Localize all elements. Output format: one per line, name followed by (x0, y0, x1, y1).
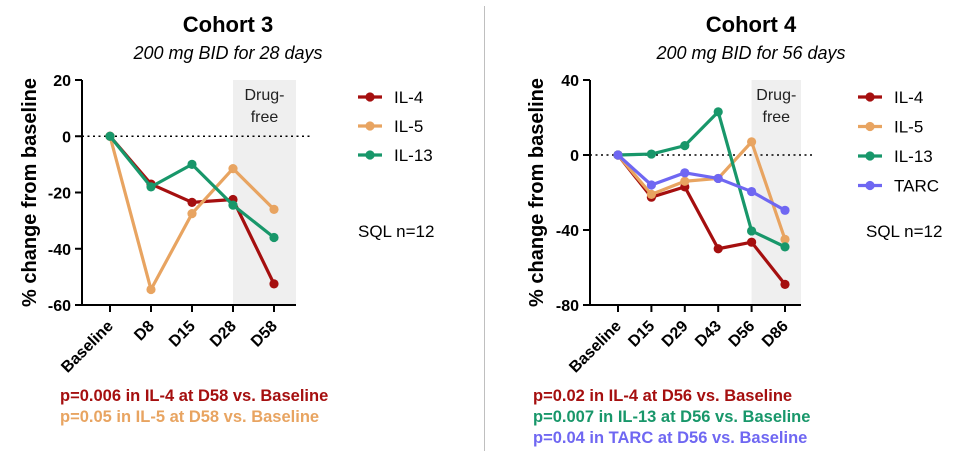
x-tick-label: D15 (166, 318, 199, 351)
data-point-il-13 (747, 226, 757, 236)
data-point-il-5 (646, 189, 656, 199)
y-tick-label: 20 (53, 73, 71, 90)
x-tick-label: D56 (726, 318, 759, 351)
legend-marker-il-13 (865, 151, 875, 161)
x-tick-label: Baseline (58, 318, 117, 377)
data-point-il-13 (228, 200, 238, 210)
legend-label-il-4: IL-4 (394, 88, 423, 107)
x-tick-label: D43 (692, 318, 725, 351)
series-line-il-5 (616, 140, 787, 240)
legend-label-il-5: IL-5 (894, 118, 923, 137)
legend-label-il-13: IL-13 (394, 146, 433, 165)
y-tick-label: -40 (48, 242, 71, 259)
data-point-il-13 (713, 107, 723, 117)
cohort-3-pvalues: p=0.006 in IL-4 at D58 vs. Baseline p=0.0… (60, 386, 328, 428)
data-point-tarc (747, 186, 757, 197)
cohort-4-panel: Cohort 4 200 mg BID for 56 days Drug-free 4… (493, 0, 973, 465)
x-tick-label: D28 (207, 318, 240, 351)
data-point-il-4 (747, 237, 757, 247)
legend-marker-tarc (865, 180, 875, 191)
data-point-il-5 (680, 176, 690, 186)
panel-divider (484, 6, 485, 451)
sample-size-note: SQL n=12 (358, 222, 434, 241)
legend-label-tarc: TARC (894, 177, 939, 196)
legend-marker-il-5 (865, 121, 875, 132)
data-point-il-4 (187, 197, 197, 207)
x-tick-label: Baseline (566, 318, 625, 377)
data-point-il-5 (747, 137, 757, 147)
y-tick-label: 40 (561, 73, 579, 90)
data-point-il-5 (187, 208, 197, 219)
data-point-tarc (780, 205, 790, 215)
drug-free-label: Drug-free (756, 87, 796, 126)
data-point-il-13 (146, 182, 156, 192)
y-axis-label: % change from baseline (19, 78, 41, 307)
x-tick-label: D8 (131, 318, 158, 345)
data-point-il-13 (780, 242, 790, 252)
chart-subtitle: 200 mg BID for 56 days (655, 43, 845, 63)
pvalue-statement: p=0.05 in IL-5 at D58 vs. Baseline (60, 408, 320, 426)
legend-label-il-4: IL-4 (894, 88, 923, 107)
data-point-il-5 (228, 163, 238, 174)
y-tick-label: -40 (556, 223, 579, 240)
cohort-3-panel: Cohort 3 200 mg BID for 28 days Drug-free 2… (0, 0, 480, 465)
legend-marker-il-4 (365, 92, 375, 102)
data-point-il-4 (269, 279, 279, 289)
x-tick-label: D58 (248, 318, 281, 351)
data-point-tarc (680, 168, 690, 178)
x-tick-label: D29 (659, 318, 692, 351)
y-tick-label: -20 (48, 186, 71, 203)
data-point-il-5 (269, 204, 279, 214)
pvalue-statement: p=0.007 in IL-13 at D56 vs. Baseline (533, 408, 811, 426)
sample-size-note: SQL n=12 (866, 222, 942, 241)
data-point-il-13 (269, 232, 279, 243)
y-axis-label: % change from baseline (526, 78, 548, 307)
data-point-il-5 (780, 234, 790, 244)
data-point-il-5 (146, 284, 156, 295)
legend-marker-il-13 (365, 150, 375, 160)
legend-marker-il-4 (865, 92, 875, 102)
series-line-il-13 (617, 110, 786, 249)
data-point-il-13 (680, 141, 690, 151)
cohort-4-chart: Cohort 4 200 mg BID for 56 days Drug-free 4… (526, 12, 942, 377)
data-point-tarc (713, 173, 723, 184)
y-tick-label: 0 (570, 148, 579, 165)
pvalue-statement: p=0.04 in TARC at D56 vs. Baseline (533, 429, 808, 447)
y-tick-label: 0 (62, 129, 71, 146)
data-point-tarc (613, 150, 623, 160)
chart-title: Cohort 4 (706, 12, 797, 37)
data-point-il-13 (646, 149, 656, 159)
data-point-il-13 (105, 131, 115, 141)
y-tick-label: -60 (48, 298, 71, 315)
cohort-3-chart: Cohort 3 200 mg BID for 28 days Drug-free 2… (19, 12, 434, 377)
x-tick-label: D15 (625, 318, 658, 351)
chart-title: Cohort 3 (183, 12, 273, 37)
drug-free-region (751, 80, 801, 305)
pvalue-statement: p=0.006 in IL-4 at D58 vs. Baseline (60, 387, 329, 405)
drug-free-label: Drug-free (244, 87, 284, 126)
data-point-il-13 (187, 159, 197, 169)
series-line-tarc (616, 153, 786, 212)
data-point-tarc (646, 180, 656, 190)
pvalue-statement: p=0.02 in IL-4 at D56 vs. Baseline (533, 387, 793, 405)
chart-subtitle: 200 mg BID for 28 days (132, 43, 322, 63)
data-point-il-4 (713, 244, 723, 254)
legend-label-il-5: IL-5 (394, 117, 423, 136)
legend-marker-il-5 (365, 121, 375, 131)
x-tick-label: D86 (759, 318, 792, 351)
data-point-il-4 (780, 279, 790, 289)
y-tick-label: -80 (556, 298, 579, 315)
cohort-4-pvalues: p=0.02 in IL-4 at D56 vs. Baseline p=0.00… (533, 386, 810, 449)
legend-label-il-13: IL-13 (894, 147, 933, 166)
